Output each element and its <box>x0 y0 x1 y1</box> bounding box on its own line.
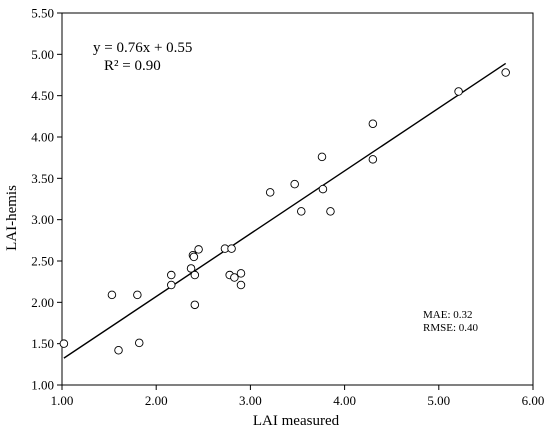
data-point <box>134 338 144 348</box>
data-point <box>454 87 463 96</box>
x-axis-title: LAI measured <box>253 413 340 429</box>
data-point <box>167 280 176 290</box>
y-tick-label: 1.00 <box>31 378 54 393</box>
equation-label: y = 0.76x + 0.55 <box>93 40 192 56</box>
y-tick-label: 1.50 <box>31 336 54 351</box>
data-point <box>227 244 236 253</box>
data-point <box>59 339 69 348</box>
data-point <box>194 245 203 254</box>
data-point <box>368 119 378 129</box>
mae-label: MAE: 0.32 <box>423 309 473 321</box>
data-point <box>190 270 200 280</box>
y-tick-label: 2.50 <box>31 254 54 269</box>
y-tick-label: 5.00 <box>31 47 54 62</box>
data-point <box>290 179 299 189</box>
data-point <box>297 207 306 216</box>
data-point <box>368 155 378 164</box>
x-tick-label: 3.00 <box>239 393 262 408</box>
data-point <box>265 188 275 197</box>
plot-area-frame <box>61 12 534 386</box>
data-point <box>189 252 199 262</box>
x-tick-label: 2.00 <box>145 393 168 408</box>
r-squared-label: R² = 0.90 <box>104 58 161 74</box>
data-point <box>326 207 335 216</box>
data-points <box>59 68 510 355</box>
y-tick-label: 3.50 <box>31 171 54 186</box>
data-point <box>230 273 239 282</box>
x-tick-label: 6.00 <box>522 393 545 408</box>
y-axis-title: LAI-hemis <box>4 185 20 251</box>
y-tick-labels: 1.00 1.50 2.00 2.50 3.00 3.50 4.00 4.50 5.00 5.50 <box>31 6 54 393</box>
y-tick-label: 3.00 <box>31 212 54 227</box>
y-tick-label: 4.50 <box>31 88 54 103</box>
data-point <box>107 290 117 300</box>
data-point <box>317 152 327 162</box>
x-tick-label: 4.00 <box>333 393 356 408</box>
trend-line <box>63 62 507 359</box>
y-tick-label: 5.50 <box>31 6 54 21</box>
axis-ticks <box>57 12 534 390</box>
x-tick-labels: 1.00 2.00 3.00 4.00 5.00 6.00 <box>51 393 545 408</box>
data-point <box>236 280 246 290</box>
y-tick-label: 2.00 <box>31 295 54 310</box>
data-point <box>133 290 142 300</box>
data-point <box>114 346 123 355</box>
y-tick-label: 4.00 <box>31 130 54 145</box>
rmse-label: RMSE: 0.40 <box>423 322 479 334</box>
x-tick-label: 1.00 <box>51 393 74 408</box>
data-point <box>501 68 510 77</box>
data-point <box>186 264 196 273</box>
x-tick-label: 5.00 <box>427 393 450 408</box>
data-point <box>167 270 176 280</box>
data-point <box>236 269 246 278</box>
data-point <box>318 184 328 194</box>
data-point <box>190 300 200 310</box>
